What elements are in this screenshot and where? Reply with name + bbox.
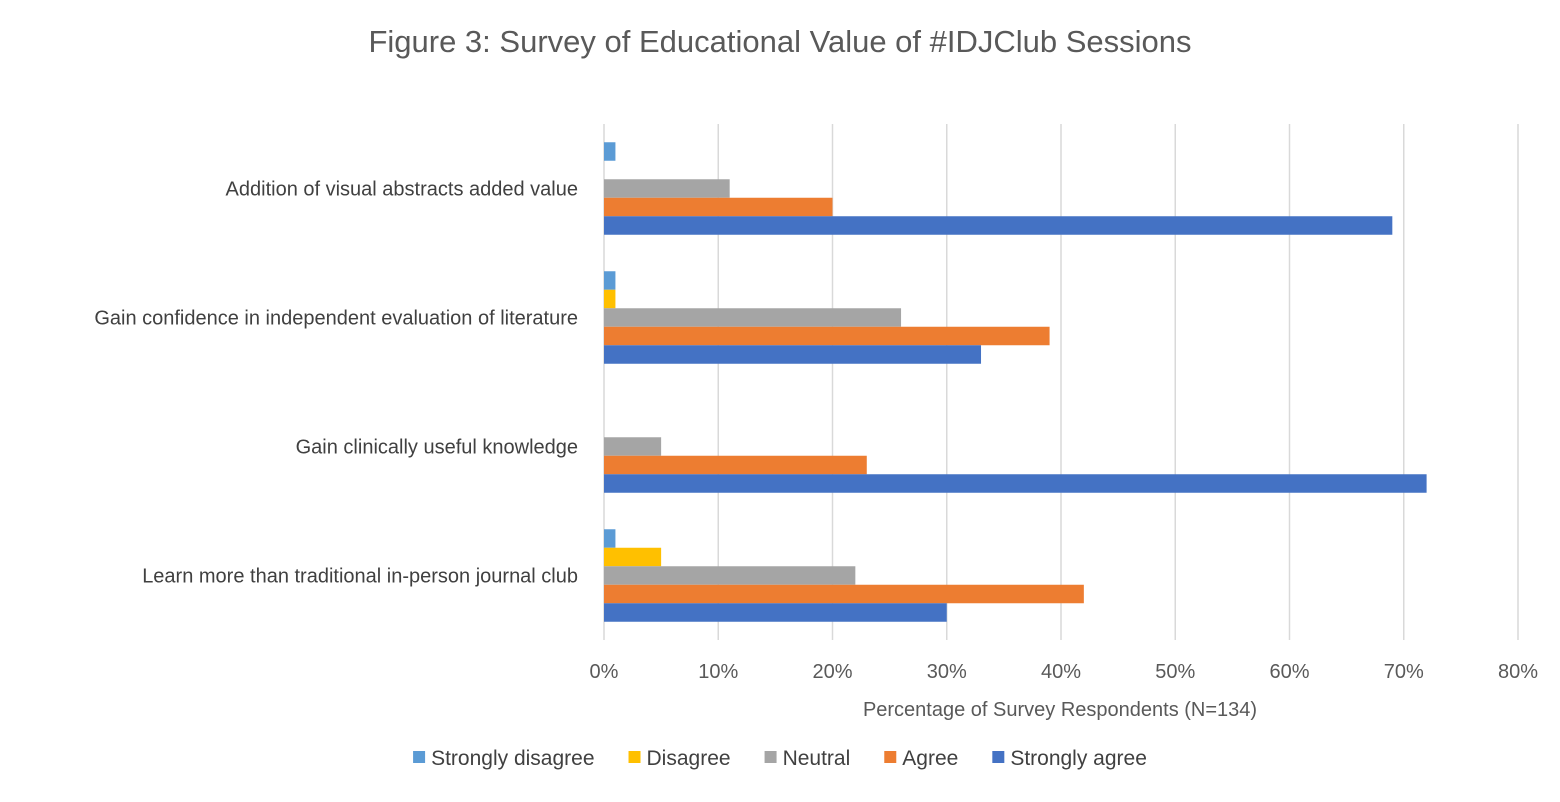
bar-strongly-disagree [604,529,616,548]
legend-swatch-disagree [628,751,641,763]
bar-neutral [604,437,662,456]
x-tick-label: 30% [927,661,967,683]
legend-label-agree: Agree [902,747,958,770]
legend-label-neutral: Neutral [783,747,851,770]
bar-strongly-disagree [604,271,616,290]
category-labels: Addition of visual abstracts added value… [94,179,578,588]
legend-label-strongly-agree: Strongly agree [1010,747,1147,770]
x-tick-label: 80% [1498,661,1538,683]
bar-strongly-agree [604,474,1427,493]
x-tick-label: 50% [1155,661,1195,683]
bar-disagree [604,547,662,567]
bar-agree [604,326,1050,346]
bar-disagree [604,289,616,309]
legend-swatch-strongly-agree [992,751,1005,763]
chart-title: Figure 3: Survey of Educational Value of… [368,24,1191,59]
legend-swatch-neutral [764,751,777,763]
legend-label-strongly-disagree: Strongly disagree [431,747,594,770]
bars [604,142,1427,622]
bar-neutral [604,179,730,198]
x-tick-labels: 0% 10% 20% 30% 40% 50% 60% 70% 80% [590,661,1539,683]
bar-strongly-disagree [604,142,616,161]
bar-agree [604,455,867,475]
x-tick-label: 20% [812,661,852,683]
x-axis-title: Percentage of Survey Respondents (N=134) [863,699,1257,721]
category-label: Addition of visual abstracts added value [226,179,578,201]
x-tick-label: 10% [698,661,738,683]
legend-swatch-strongly-disagree [413,751,426,763]
category-label: Gain clinically useful knowledge [296,437,578,459]
category-label: Gain confidence in independent evaluatio… [94,308,578,330]
bar-strongly-agree [604,603,947,622]
bar-neutral [604,566,856,585]
bar-neutral [604,308,902,327]
legend-swatch-agree [884,751,897,763]
category-label: Learn more than traditional in-person jo… [142,566,578,588]
x-tick-label: 60% [1269,661,1309,683]
bar-strongly-agree [604,345,982,364]
bar-agree [604,197,833,217]
legend-label-disagree: Disagree [647,747,731,770]
bar-strongly-agree [604,216,1393,235]
bar-agree [604,584,1084,604]
legend: Strongly disagree Disagree Neutral Agree Str… [413,747,1147,770]
x-tick-label: 70% [1384,661,1424,683]
x-tick-label: 0% [590,661,619,683]
x-tick-label: 40% [1041,661,1081,683]
